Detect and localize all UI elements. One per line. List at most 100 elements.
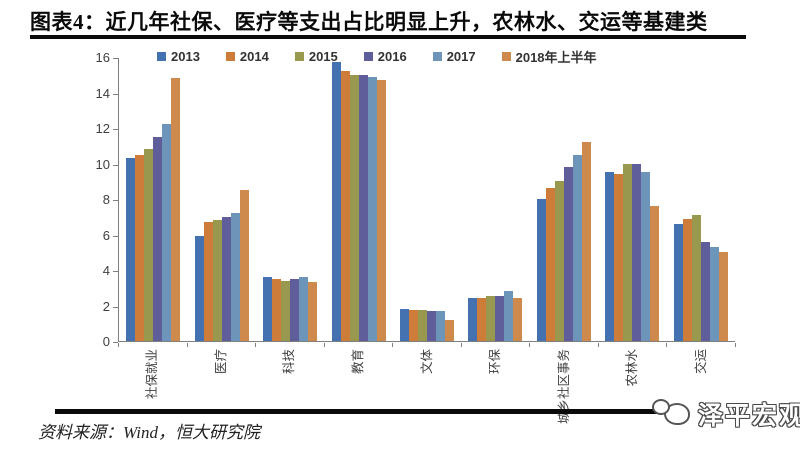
bar — [581, 142, 591, 341]
x-axis-category-label: 医疗 — [213, 349, 228, 375]
legend-item: 2013 — [157, 49, 200, 64]
bar — [144, 149, 154, 341]
bar — [545, 188, 555, 341]
y-axis-tick-label: 14 — [95, 85, 110, 101]
legend-label: 2018年上半年 — [515, 50, 597, 65]
bar — [468, 298, 478, 341]
y-axis-tick-label: 2 — [102, 298, 110, 314]
bar — [239, 190, 249, 341]
x-axis-category-label: 交运 — [693, 349, 708, 375]
x-axis-tick — [666, 343, 668, 347]
bar — [554, 181, 564, 341]
legend-label: 2014 — [239, 49, 269, 64]
bar — [349, 74, 359, 341]
x-axis-tick — [460, 343, 462, 347]
bar — [673, 223, 683, 341]
legend-item: 2015 — [294, 49, 338, 64]
y-axis-tick-label: 0 — [102, 334, 110, 349]
bar — [376, 80, 386, 341]
x-axis-tick — [529, 343, 531, 347]
bar — [605, 172, 615, 341]
bar-group — [598, 58, 666, 341]
bar — [650, 206, 660, 341]
bar — [194, 236, 204, 341]
bar-group — [667, 58, 735, 341]
x-axis-tick — [255, 343, 257, 347]
bar — [299, 277, 309, 341]
bar — [614, 174, 624, 341]
x-axis-category-label: 环保 — [488, 349, 503, 375]
x-axis-category-label: 文体 — [419, 349, 434, 375]
x-axis-tick — [118, 343, 119, 347]
chart-title: 图表4：近几年社保、医疗等支出占比明显上升，农林水、交运等基建类 — [30, 10, 708, 34]
y-axis-tick — [113, 235, 118, 237]
bar — [632, 163, 642, 341]
bar-group — [119, 58, 187, 341]
bar — [536, 199, 546, 341]
bar — [290, 278, 300, 341]
bar — [263, 277, 273, 341]
y-axis-tick — [113, 342, 118, 343]
bar — [331, 62, 341, 341]
bar — [308, 282, 318, 341]
legend-swatch-icon — [363, 52, 373, 61]
x-axis-category-label: 科技 — [282, 349, 297, 375]
bar-group — [256, 58, 324, 341]
bar — [417, 309, 427, 341]
bar — [641, 172, 651, 341]
bar — [135, 154, 145, 341]
legend-item: 2014 — [225, 49, 269, 64]
bar — [444, 319, 454, 341]
bar — [230, 213, 240, 341]
y-axis-tick-label: 10 — [95, 156, 110, 172]
x-axis-category-label: 教育 — [350, 349, 365, 375]
title-underline-rule — [30, 35, 746, 39]
y-axis-tick — [113, 129, 118, 130]
bar — [399, 309, 409, 341]
legend-item: 2017 — [432, 49, 476, 64]
bar — [477, 297, 487, 341]
brand-logo: 泽平宏观 — [652, 396, 800, 432]
bar-group — [324, 58, 392, 341]
legend-label: 2015 — [308, 49, 338, 64]
bar — [340, 71, 350, 341]
bar — [709, 246, 719, 341]
x-axis-category-label: 社保就业 — [145, 349, 160, 400]
legend-swatch-icon — [225, 52, 235, 61]
bottom-rule — [55, 409, 667, 414]
bar — [682, 218, 692, 341]
bar-group — [461, 58, 529, 341]
x-axis-tick — [392, 343, 394, 347]
bar — [153, 136, 163, 341]
y-axis-tick — [113, 164, 118, 166]
bar — [623, 163, 633, 341]
y-axis-tick — [113, 58, 118, 59]
bar — [486, 295, 496, 341]
legend-label: 2017 — [446, 49, 476, 64]
bar-plot-area — [118, 58, 735, 342]
x-axis-tick — [323, 343, 325, 347]
x-axis-tick — [735, 343, 736, 347]
bar — [700, 241, 710, 341]
bar — [563, 167, 573, 341]
legend-label: 2016 — [377, 49, 407, 64]
bar — [272, 278, 282, 341]
x-axis-tick — [597, 343, 599, 347]
y-axis-tick-label: 8 — [102, 192, 110, 207]
y-axis-tick — [113, 271, 118, 272]
bar — [572, 154, 582, 341]
bar-group — [187, 58, 255, 341]
legend-item: 2018年上半年 — [501, 47, 597, 66]
bar — [691, 214, 701, 341]
brand-logo-text: 泽平宏观 — [698, 402, 800, 430]
bar — [408, 309, 418, 341]
bar — [426, 310, 436, 341]
legend-swatch-icon — [501, 52, 511, 61]
x-axis-category-label: 农林水 — [625, 349, 640, 387]
chart-legend: 2013 2014 2015 2016 2017 2018年上半年 — [157, 47, 597, 66]
bar — [162, 124, 172, 341]
bar — [171, 78, 181, 341]
y-axis-tick-label: 16 — [95, 50, 110, 65]
bar — [221, 216, 231, 341]
legend-label: 2013 — [171, 49, 200, 64]
